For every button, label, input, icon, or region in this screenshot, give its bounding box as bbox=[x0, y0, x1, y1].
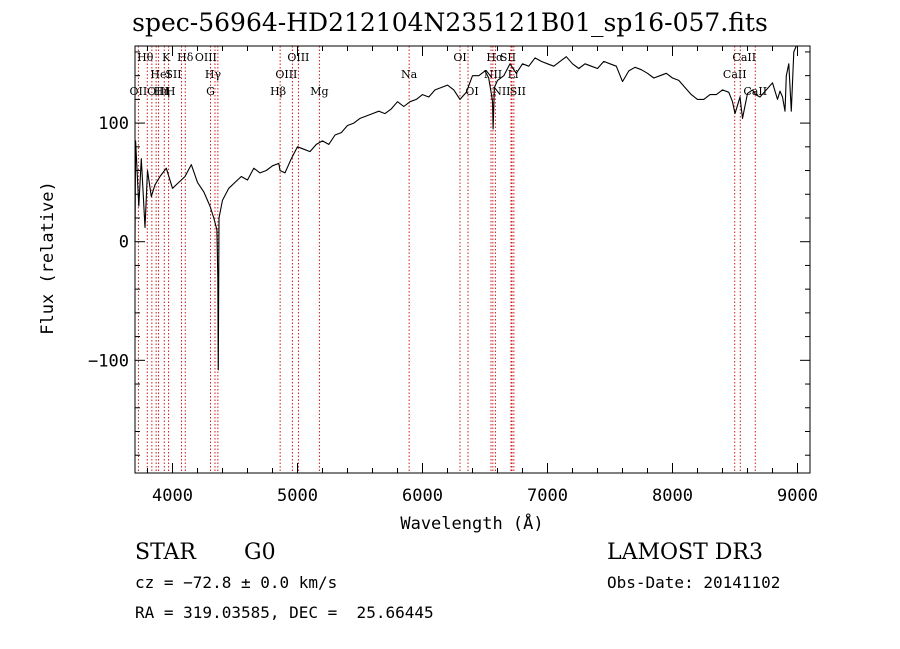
y-axis-label: Flux (relative) bbox=[38, 181, 58, 335]
plot-frame bbox=[134, 45, 811, 474]
y-tick-label: 100 bbox=[98, 114, 129, 134]
line-marker-label: OI bbox=[465, 85, 478, 98]
line-marker-label: OI bbox=[453, 51, 466, 64]
line-marker-label: NII bbox=[484, 68, 502, 81]
line-markers bbox=[137, 46, 756, 473]
line-marker-label: SII bbox=[165, 68, 181, 81]
line-marker-label: OIII bbox=[287, 51, 309, 64]
redshift-value: cz = −72.8 ± 0.0 km/s bbox=[135, 573, 338, 592]
line-marker-label: CaII bbox=[732, 51, 756, 64]
line-marker-label: Hα bbox=[486, 51, 504, 64]
y-tick-label: 0 bbox=[119, 233, 129, 253]
obs-date: Obs-Date: 20141102 bbox=[607, 573, 781, 592]
x-tick-label: 6000 bbox=[402, 486, 443, 506]
line-marker-label: HeI bbox=[150, 68, 170, 81]
line-marker-label: OII bbox=[130, 85, 148, 98]
line-marker-label: H bbox=[166, 85, 176, 98]
line-marker-label: OIII bbox=[195, 51, 217, 64]
line-marker-label: SII bbox=[500, 51, 516, 64]
line-marker-label: Li bbox=[508, 68, 519, 81]
survey-name: LAMOST DR3 bbox=[607, 540, 763, 565]
coordinates: RA = 319.03585, DEC = 25.66445 bbox=[135, 603, 434, 622]
line-marker-label: Hδ bbox=[177, 51, 194, 64]
object-class: STAR bbox=[135, 540, 196, 565]
line-marker-label: Hγ bbox=[205, 68, 222, 81]
line-marker-label: Na bbox=[401, 68, 418, 81]
spectrum-line bbox=[134, 45, 797, 371]
line-marker-label: NII bbox=[492, 85, 510, 98]
axis-ticks: 4000 5000 6000 7000 8000 9000 100 0 −100 bbox=[88, 46, 818, 506]
x-tick-label: 4000 bbox=[152, 486, 193, 506]
line-marker-label: SII bbox=[510, 85, 526, 98]
line-marker-label: CaII bbox=[723, 68, 747, 81]
x-tick-label: 5000 bbox=[277, 486, 318, 506]
chart-title: spec-56964-HD212104N235121B01_sp16-057.f… bbox=[132, 8, 768, 37]
line-marker-label: K bbox=[162, 51, 171, 64]
line-marker-label: OIII bbox=[147, 85, 169, 98]
line-marker-label: Hβ bbox=[270, 85, 286, 98]
line-marker-label: CaII bbox=[743, 85, 767, 98]
line-marker-label: Hθ bbox=[137, 51, 154, 64]
object-subclass: G0 bbox=[244, 540, 276, 565]
x-axis-label: Wavelength (Å) bbox=[400, 512, 543, 534]
line-marker-label: Hη bbox=[154, 85, 170, 98]
x-tick-label: 8000 bbox=[652, 486, 693, 506]
x-tick-label: 9000 bbox=[777, 486, 818, 506]
line-marker-label: Mg bbox=[310, 85, 328, 98]
x-tick-label: 7000 bbox=[527, 486, 568, 506]
y-tick-label: −100 bbox=[88, 351, 129, 371]
line-marker-label: G bbox=[206, 85, 215, 98]
line-marker-label: OIII bbox=[275, 68, 297, 81]
